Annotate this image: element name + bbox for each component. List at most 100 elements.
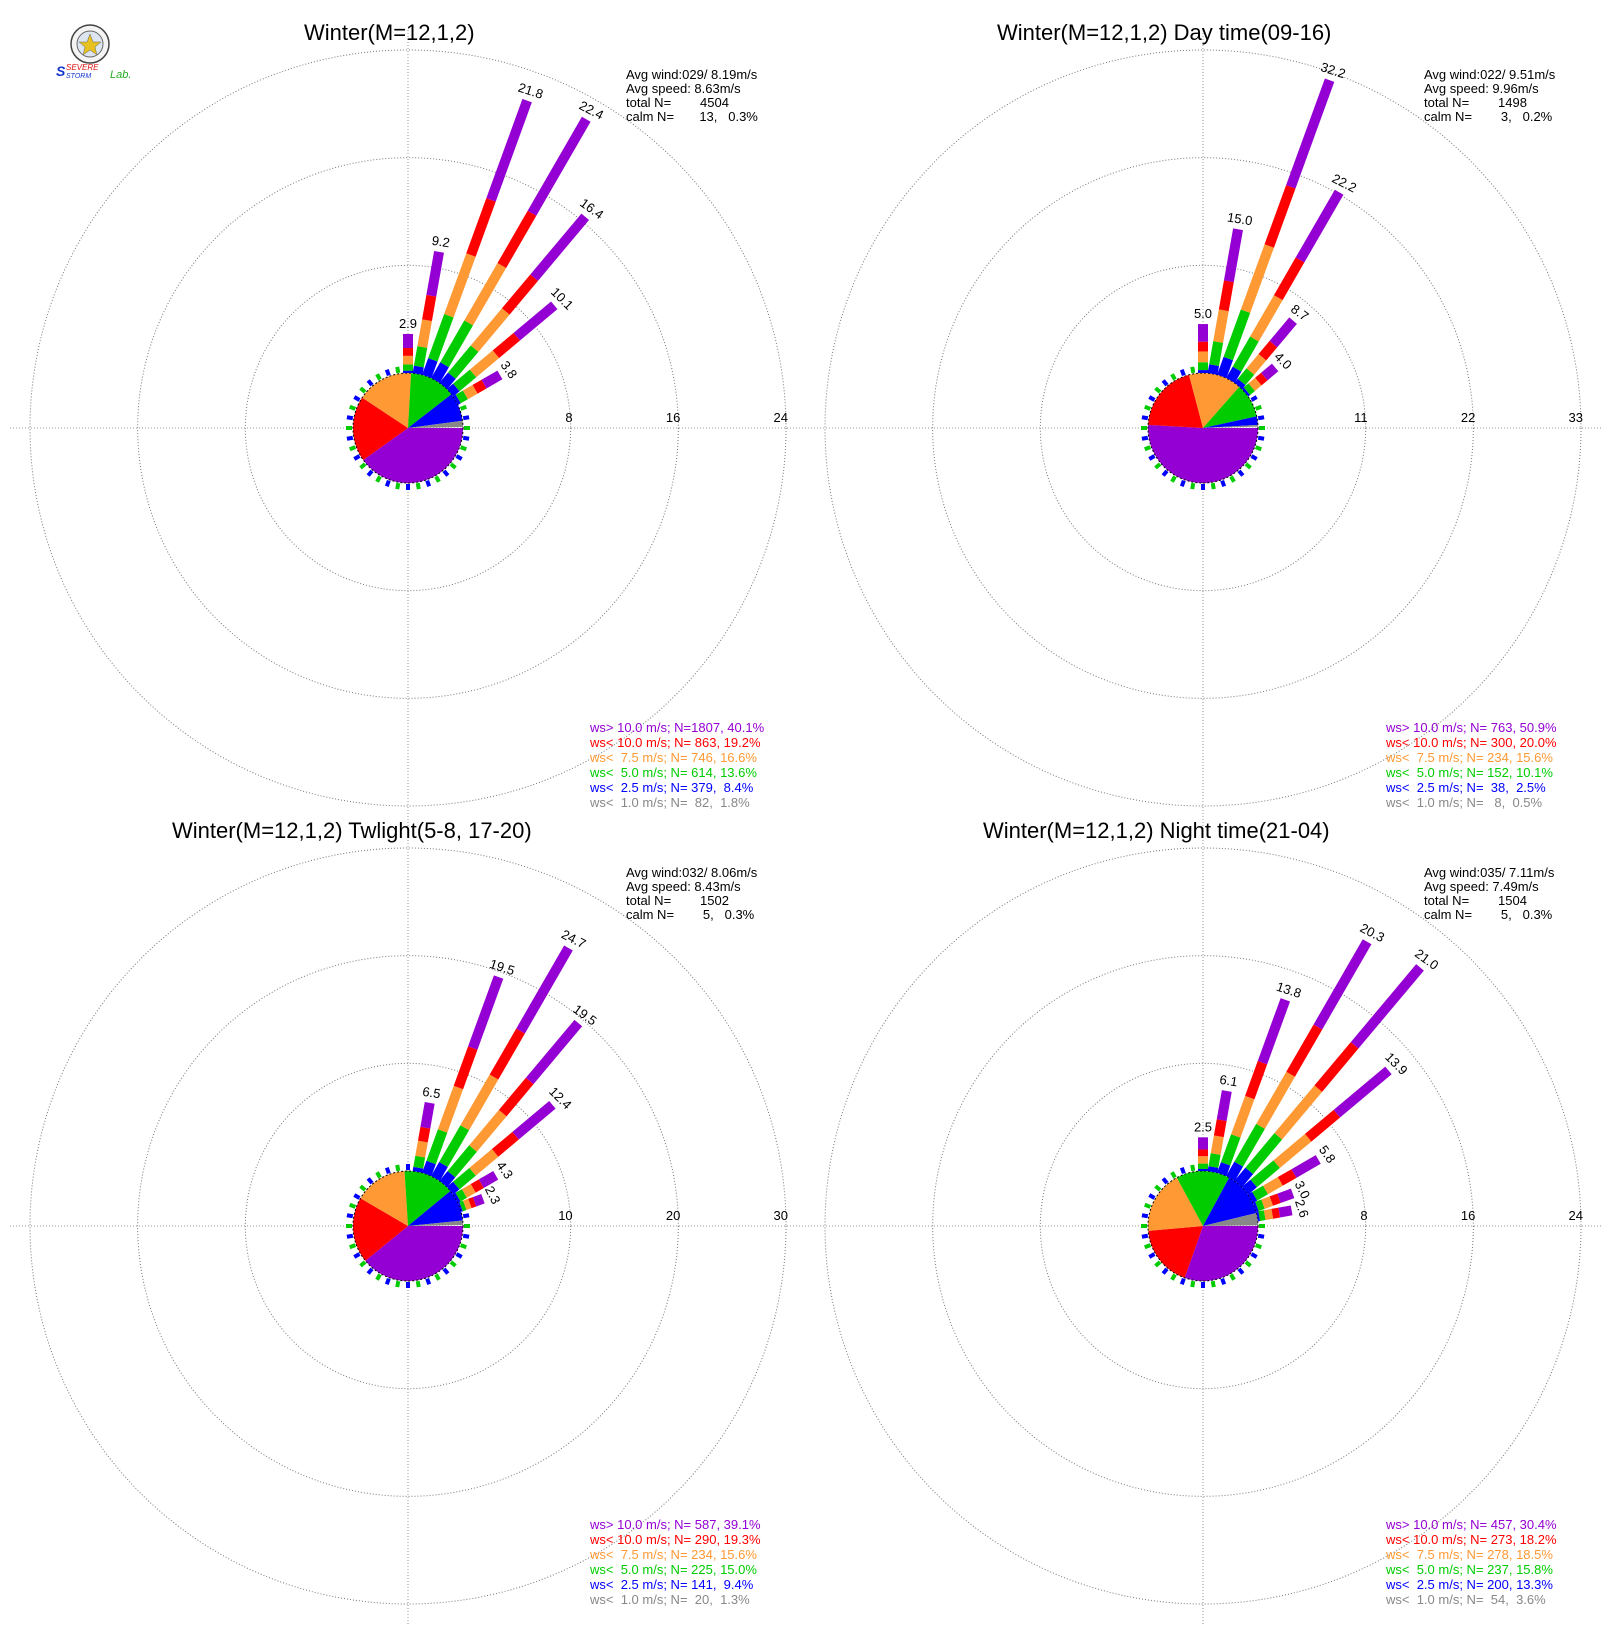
grid-ring (932, 955, 1474, 1497)
legend-entry-lt5: ws< 5.0 m/s; N= 225, 15.0% (590, 1562, 761, 1577)
legend-entry-lt2-5: ws< 2.5 m/s; N= 38, 2.5% (1386, 780, 1557, 795)
legend-label: ws< 1.0 m/s; N= (590, 1592, 688, 1607)
rim-tick (1161, 379, 1169, 387)
grid-ring (1039, 264, 1367, 592)
wind-bar-segment (1217, 356, 1233, 379)
legend-value: 8, 0.5% (1483, 795, 1543, 810)
pie-outline (1147, 372, 1259, 484)
legend-value: 457, 30.4% (1487, 1517, 1557, 1532)
legend-label: ws< 10.0 m/s; N= (590, 735, 692, 750)
rim-tick (359, 386, 367, 394)
legend-value: 234, 15.6% (1483, 750, 1553, 765)
legend-value: 200, 13.3% (1483, 1577, 1553, 1592)
panel-stats-winter: Avg wind:029/ 8.19m/s Avg speed: 8.63m/s… (626, 68, 758, 124)
bar-value-label: 9.2 (431, 233, 451, 251)
legend-entry-lt5: ws< 5.0 m/s; N= 614, 13.6% (590, 765, 764, 780)
pie-slice (1148, 374, 1203, 428)
wind-bar-segment (1252, 1185, 1269, 1201)
wind-bar-segment (486, 98, 532, 202)
wind-bar-segment (530, 213, 590, 281)
rim-tick (1144, 1202, 1152, 1209)
grid-ring (244, 264, 572, 592)
wind-bar-segment (468, 975, 504, 1050)
rim-tick (1154, 1260, 1162, 1268)
wind-bar-segment (1198, 324, 1208, 342)
grid-ring (137, 157, 679, 699)
wind-bar-segment (412, 365, 424, 375)
rim-tick (1170, 1273, 1177, 1281)
logo-s-mark: S (56, 63, 66, 79)
wind-bar-segment (466, 198, 496, 257)
rim-tick (384, 1167, 391, 1175)
rim-tick (346, 1213, 354, 1219)
bar-value-label: 19.5 (488, 956, 517, 978)
wind-bar-segment (420, 1102, 435, 1129)
rim-tick (359, 1260, 367, 1268)
lab-seal-icon: S SEVERE STORM Lab. (56, 24, 131, 81)
legend-entry-lt1: ws< 1.0 m/s; N= 54, 3.6% (1386, 1592, 1557, 1607)
stat-calm: calm N= 13, 0.3% (626, 109, 758, 124)
stat-total: total N= 1502 (626, 893, 729, 908)
ring-label: 8 (565, 410, 572, 425)
wind-bar-segment (1226, 1161, 1244, 1181)
wind-bar-segment (478, 1171, 499, 1189)
rim-tick (1190, 1280, 1196, 1288)
rim-tick (1141, 1233, 1149, 1239)
legend-label: ws> 10.0 m/s; N= (590, 720, 692, 735)
rim-tick (415, 1280, 421, 1288)
rim-tick (425, 479, 432, 487)
rim-tick (395, 1164, 401, 1172)
logo-text-top: SEVERE (66, 63, 99, 72)
wind-bar-segment (439, 372, 456, 390)
legend-entry-gt10: ws> 10.0 m/s; N=1807, 40.1% (590, 720, 764, 735)
legend-label: ws< 2.5 m/s; N= (1386, 1577, 1484, 1592)
pie-slice (1203, 386, 1257, 428)
wind-bar-segment (1241, 1179, 1257, 1195)
pie-slice (1203, 416, 1258, 428)
wind-bar-segment (457, 1201, 463, 1212)
grid-ring (824, 49, 1582, 807)
wind-bar-segment (444, 253, 476, 318)
rim-tick (1179, 369, 1186, 377)
rim-tick (366, 379, 374, 387)
wind-bar-segment (1304, 1109, 1341, 1142)
wind-bar-segment (439, 1125, 470, 1168)
wind-bar-segment (527, 116, 591, 216)
legend-label: ws< 10.0 m/s; N= (590, 1532, 692, 1547)
wind-bar-segment (1271, 1207, 1281, 1219)
rim-tick (462, 415, 470, 421)
wind-bar-segment (1198, 1149, 1208, 1157)
wind-bar-segment (1234, 378, 1246, 390)
rim-tick (395, 1280, 401, 1288)
ring-label: 8 (1360, 1208, 1367, 1223)
legend-entry-lt2-5: ws< 2.5 m/s; N= 200, 13.3% (1386, 1577, 1557, 1592)
pie-outline (352, 1170, 464, 1282)
legend-value: 152, 10.1% (1483, 765, 1553, 780)
ring-label: 24 (1569, 1208, 1583, 1223)
rim-tick (1210, 1280, 1216, 1288)
legend-value: 746, 16.6% (687, 750, 757, 765)
stat-calm: calm N= 5, 0.3% (626, 907, 755, 922)
rim-tick (449, 462, 457, 470)
wind-bar-segment (1207, 364, 1220, 375)
rim-tick (1144, 445, 1152, 452)
wind-bar-segment (481, 370, 503, 389)
pie-slice (1203, 1177, 1257, 1226)
rim-tick (349, 1243, 357, 1250)
bar-value-label: 3.0 (1292, 1178, 1314, 1201)
rim-tick (1244, 1260, 1252, 1268)
wind-bar-segment (455, 1189, 467, 1202)
ring-label: 10 (558, 1208, 572, 1223)
rim-tick (1190, 482, 1196, 490)
wind-bar-segment (453, 1167, 476, 1190)
rim-tick (1250, 454, 1258, 461)
rim-tick (459, 1243, 467, 1250)
wind-bar-segment (470, 308, 510, 352)
rim-tick (375, 1171, 382, 1179)
legend-label: ws< 7.5 m/s; N= (590, 750, 688, 765)
rim-tick (384, 369, 391, 377)
rim-tick (1257, 435, 1265, 441)
wind-bar-segment (437, 1085, 464, 1133)
wind-bar-segment (1333, 1066, 1392, 1118)
